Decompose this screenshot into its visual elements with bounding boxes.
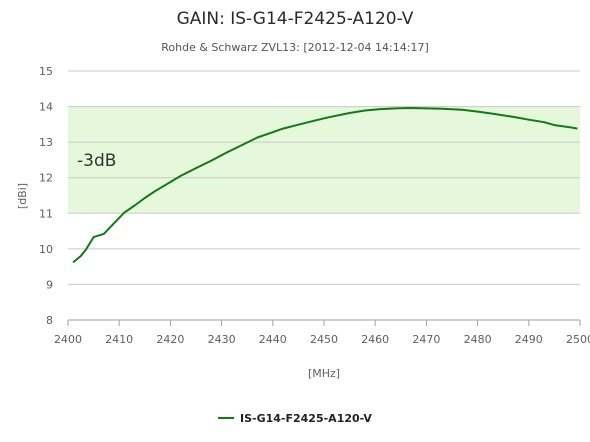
y-tick-label: 13 [39, 136, 53, 149]
y-tick-label: 10 [39, 243, 53, 256]
chart-subtitle: Rohde & Schwarz ZVL13: [2012-12-04 14:14… [161, 41, 429, 54]
band-label: -3dB [77, 151, 116, 171]
y-axis-label: [dBi] [16, 183, 29, 209]
y-tick-label: 15 [39, 65, 53, 78]
minus-3db-band [68, 106, 580, 214]
x-tick-label: 2430 [208, 333, 236, 346]
y-tick-label: 11 [39, 207, 53, 220]
x-tick-label: 2400 [54, 333, 82, 346]
y-tick-label: 8 [46, 314, 53, 327]
x-tick-label: 2480 [464, 333, 492, 346]
x-tick-label: 2470 [412, 333, 440, 346]
x-axis-ticks: 2400 2410 2420 2430 2440 2450 2460 2470 2480 2490… [54, 320, 590, 346]
x-tick-label: 2460 [361, 333, 389, 346]
y-tick-label: 12 [39, 172, 53, 185]
y-tick-label: 14 [39, 101, 53, 114]
series-line-is-g14-f2425-a120-v[interactable] [72, 107, 578, 264]
y-tick-label: 9 [46, 278, 53, 291]
x-tick-label: 2410 [105, 333, 133, 346]
x-tick-label: 2420 [156, 333, 184, 346]
x-tick-label: 2500 [566, 333, 590, 346]
x-tick-label: 2490 [515, 333, 543, 346]
x-axis-label: [MHz] [308, 367, 340, 380]
y-axis-ticks: 8 9 10 11 12 13 14 15 [39, 65, 53, 327]
x-tick-label: 2450 [310, 333, 338, 346]
chart-title: GAIN: IS-G14-F2425-A120-V [177, 9, 414, 29]
grid-lines [68, 70, 580, 285]
x-tick-label: 2440 [259, 333, 287, 346]
legend-label: IS-G14-F2425-A120-V [240, 412, 372, 425]
legend[interactable]: IS-G14-F2425-A120-V [218, 412, 372, 425]
